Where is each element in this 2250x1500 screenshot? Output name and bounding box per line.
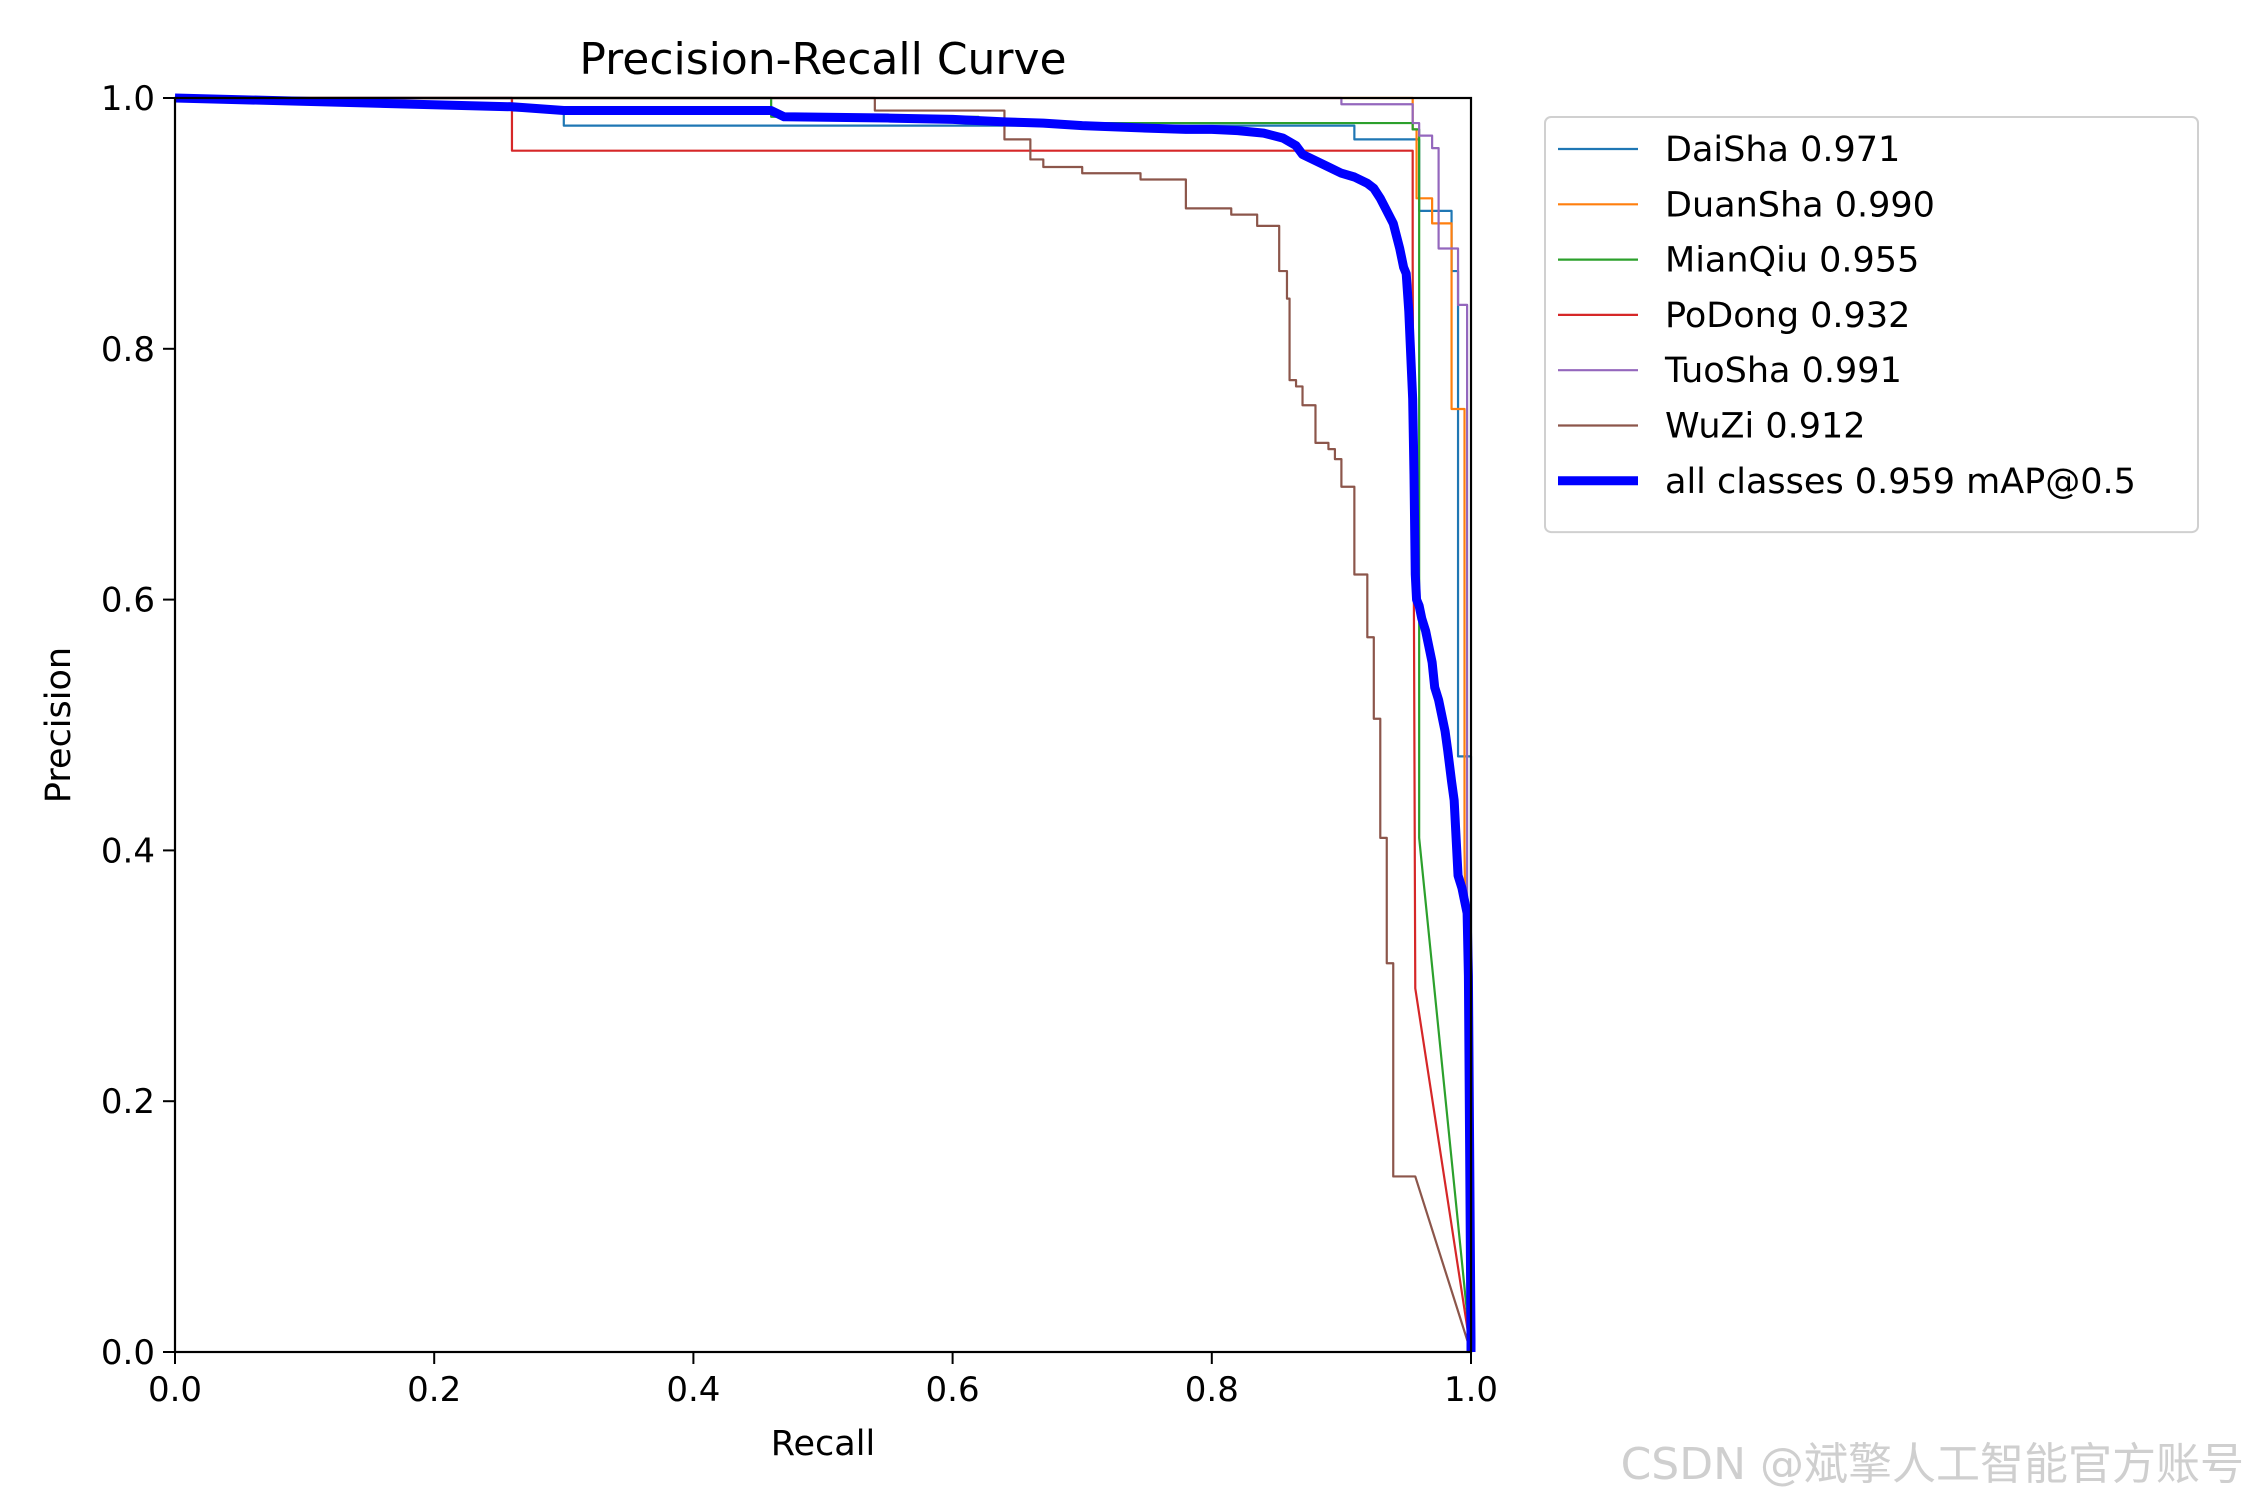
y-tick-label: 0.4 bbox=[101, 831, 155, 871]
series-line-tuosha-0-991 bbox=[175, 96, 1473, 1353]
series-line-all-classes-0-959-map-0-5 bbox=[174, 93, 1476, 1352]
y-tick-label: 0.8 bbox=[101, 330, 155, 370]
ticks-group: 0.0 0.2 0.4 0.6 0.8 1.0 0.0 0.2 0.4 0.6 0.8 1.0 bbox=[101, 79, 1498, 1410]
legend-label-daisha-0-971: DaiSha 0.971 bbox=[1665, 130, 1900, 170]
y-axis-label: Precision bbox=[39, 647, 79, 803]
watermark: CSDN @斌擎人工智能官方账号 bbox=[1620, 1439, 2244, 1490]
series-line-wuzi-0-912 bbox=[175, 96, 1473, 1353]
y-tick-label: 0.6 bbox=[101, 581, 155, 621]
y-tick-label: 1.0 bbox=[101, 79, 155, 119]
legend-label-tuosha-0-991: TuoSha 0.991 bbox=[1664, 351, 1902, 391]
legend-label-all-classes-0-959-map-0-5: all classes 0.959 mAP@0.5 bbox=[1665, 462, 2136, 502]
x-tick-label: 0.2 bbox=[407, 1370, 461, 1410]
legend-label-duansha-0-990: DuanSha 0.990 bbox=[1665, 185, 1935, 225]
x-tick-label: 1.0 bbox=[1444, 1370, 1498, 1410]
legend-label-podong-0-932: PoDong 0.932 bbox=[1665, 296, 1910, 336]
x-axis-label: Recall bbox=[771, 1424, 875, 1464]
x-tick-label: 0.0 bbox=[148, 1370, 202, 1410]
y-tick-label: 0.0 bbox=[101, 1333, 155, 1373]
axes-frame bbox=[173, 96, 1473, 1354]
y-tick-label: 0.2 bbox=[101, 1082, 155, 1122]
x-tick-label: 0.8 bbox=[1185, 1370, 1239, 1410]
legend: DaiSha 0.971 DuanSha 0.990 MianQiu 0.955 Po… bbox=[1544, 116, 2199, 534]
legend-frame bbox=[1544, 116, 2199, 534]
legend-label-mianqiu-0-955: MianQiu 0.955 bbox=[1665, 241, 1919, 281]
x-tick-label: 0.6 bbox=[926, 1370, 980, 1410]
chart-title: Precision-Recall Curve bbox=[579, 34, 1066, 85]
legend-label-wuzi-0-912: WuZi 0.912 bbox=[1665, 407, 1866, 447]
x-tick-label: 0.4 bbox=[666, 1370, 720, 1410]
